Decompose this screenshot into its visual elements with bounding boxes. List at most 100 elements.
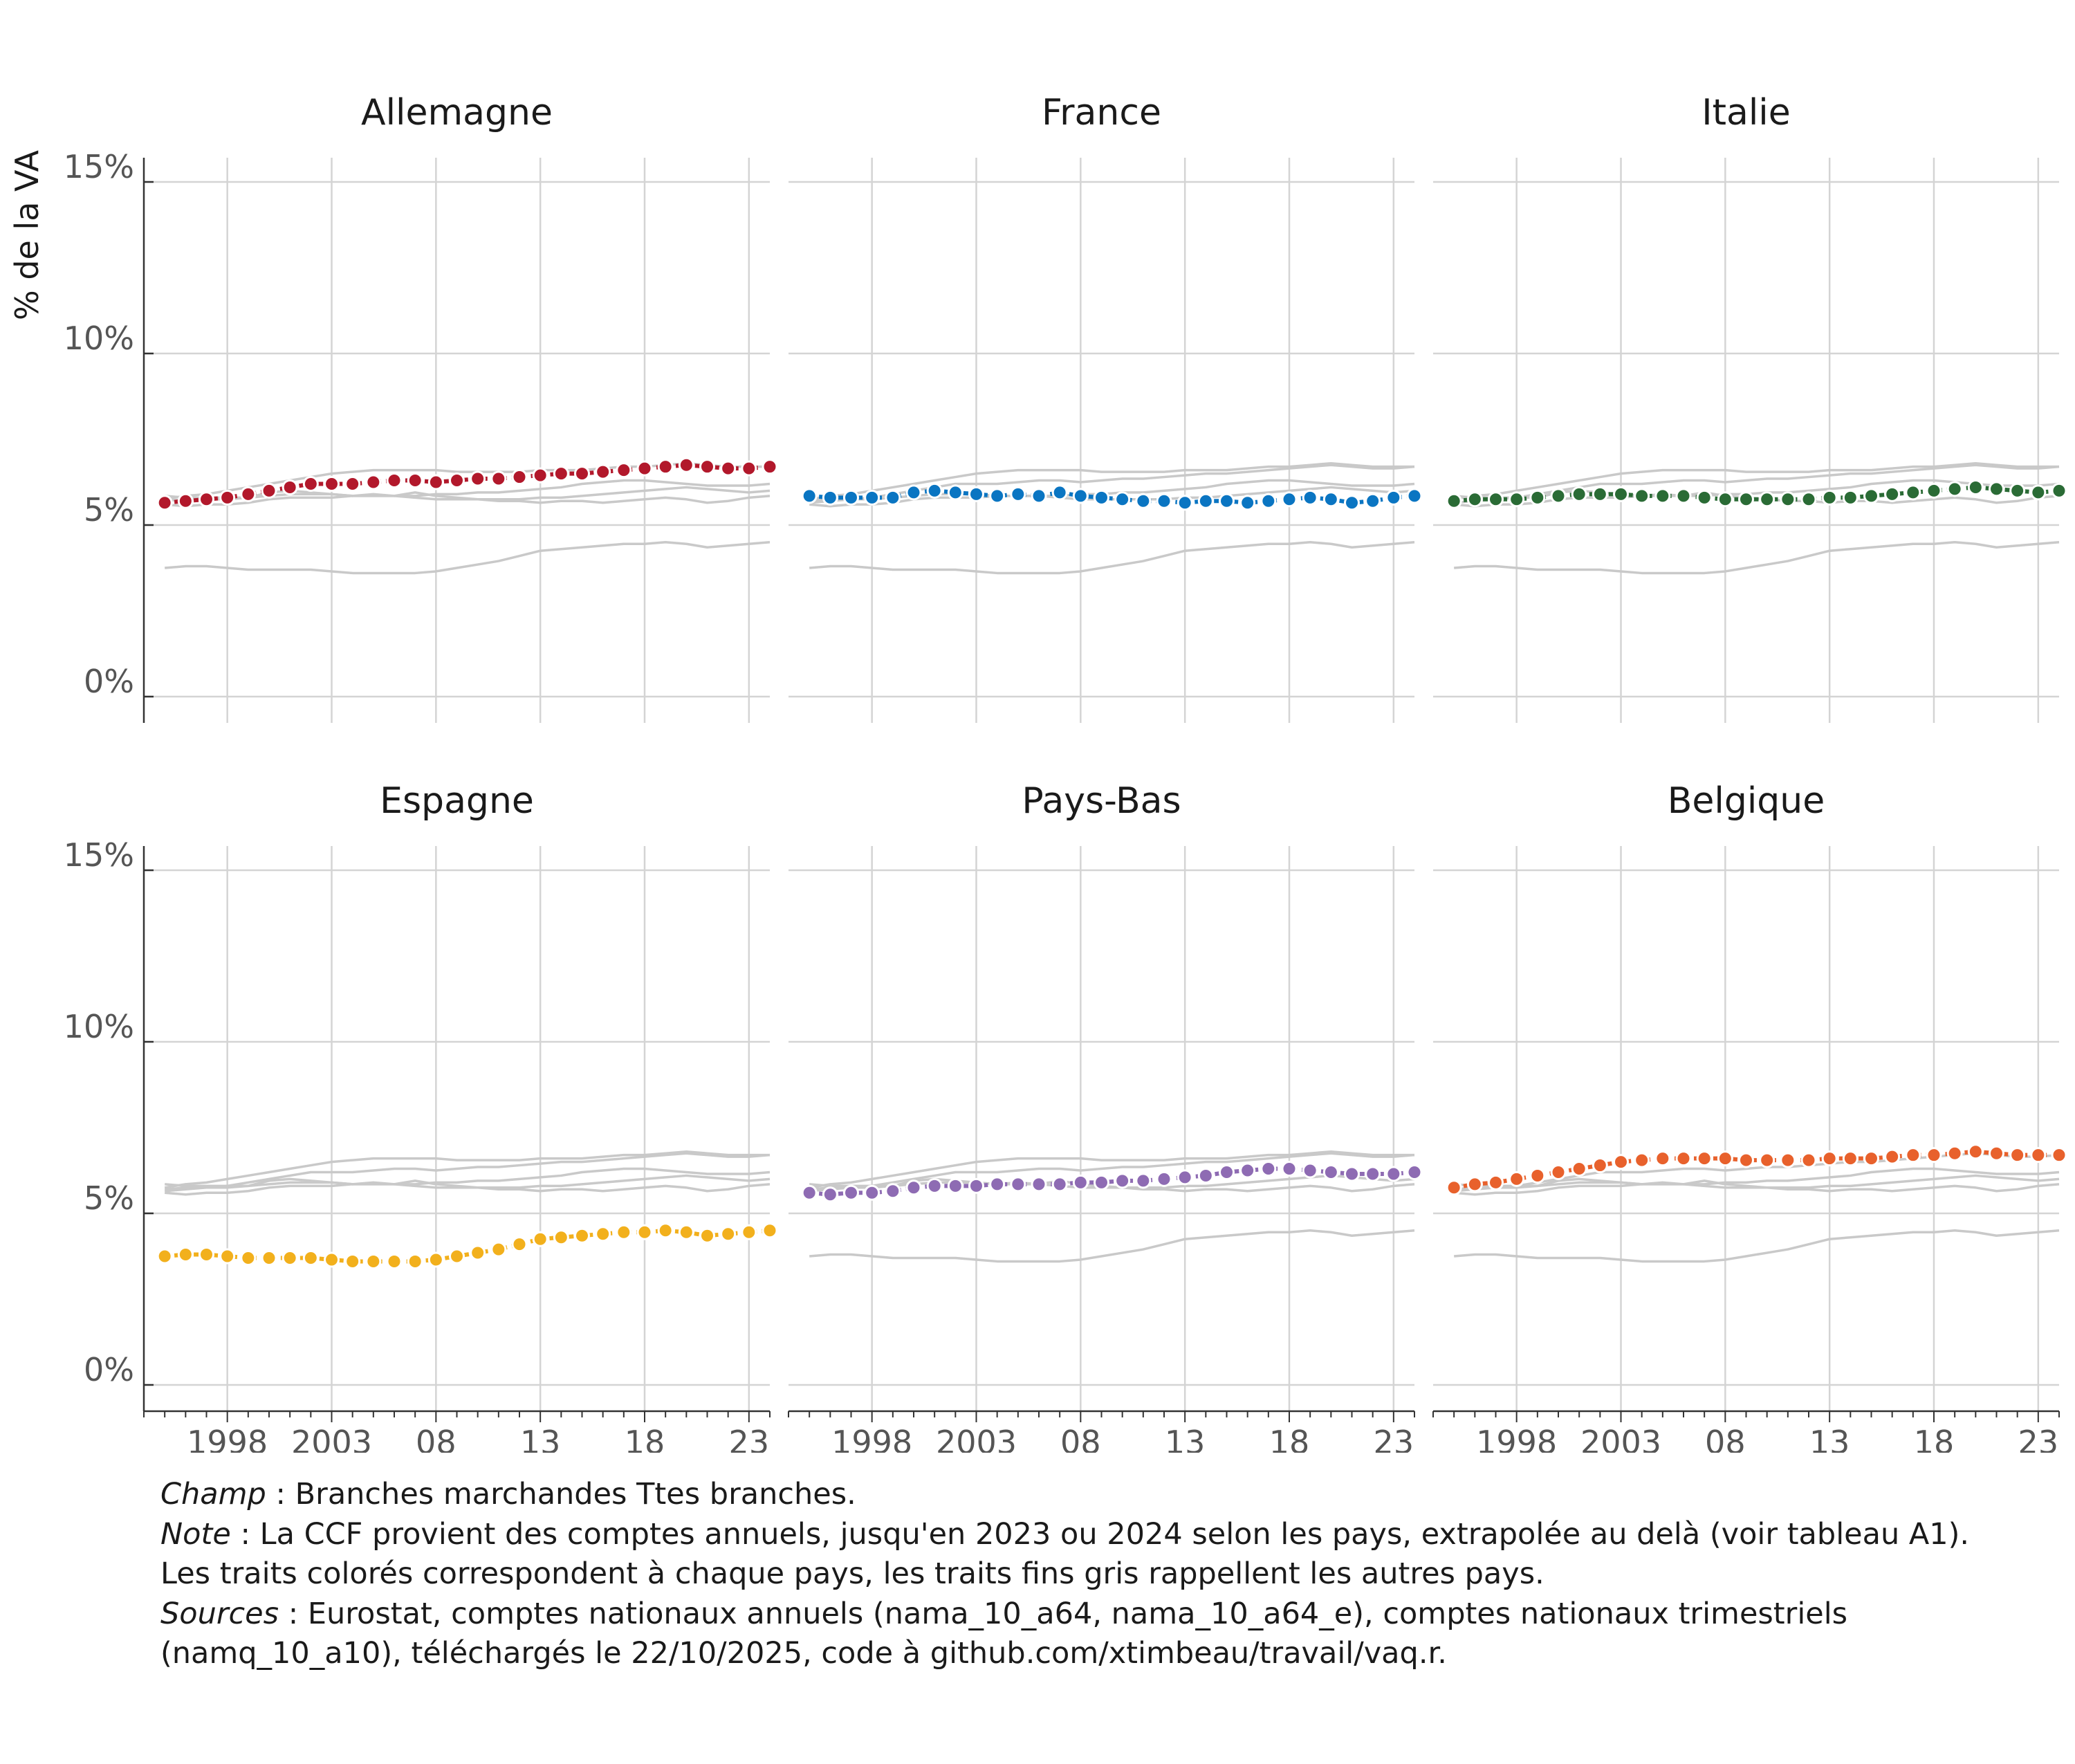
y-tick-label: 0% [84, 663, 134, 700]
data-point [1051, 1176, 1068, 1193]
data-point [1654, 1150, 1671, 1167]
data-point [177, 493, 194, 509]
data-point [1884, 486, 1901, 502]
data-point [1135, 1173, 1152, 1189]
data-point [490, 1241, 507, 1258]
reference-line-espagne [809, 1229, 1415, 1263]
data-point [699, 459, 715, 475]
x-tick-label: 18 [625, 1424, 665, 1453]
data-point [1946, 1145, 1963, 1161]
data-point [1219, 1164, 1235, 1180]
data-point [947, 484, 963, 501]
data-point [1634, 1152, 1650, 1168]
data-point [449, 1248, 465, 1265]
data-point [324, 1251, 340, 1268]
data-point [1759, 491, 1776, 508]
data-point [1967, 479, 1984, 495]
data-point [1114, 1173, 1131, 1189]
reference-line-espagne [165, 541, 771, 575]
data-point [595, 1226, 611, 1242]
x-tick-label: 23 [729, 1424, 770, 1453]
data-point [1322, 1164, 1339, 1180]
data-point [1010, 486, 1026, 502]
data-point [1260, 493, 1277, 509]
sources-note: Sources : Eurostat, comptes nationaux an… [160, 1595, 2028, 1674]
data-point [2009, 1147, 2026, 1164]
reference-line-belgique [1453, 461, 2059, 501]
data-point [989, 1176, 1006, 1193]
x-tick-label: 13 [1165, 1424, 1206, 1453]
data-point [1406, 1164, 1423, 1180]
data-point [1842, 1150, 1859, 1167]
note-note: Note : La CCF provient des comptes annue… [160, 1515, 2028, 1595]
data-point [657, 1222, 674, 1239]
data-point [1239, 495, 1256, 511]
data-point [657, 459, 674, 475]
facet-title: Allemagne [361, 92, 553, 134]
data-point [240, 486, 257, 502]
data-point [261, 1249, 277, 1266]
data-point [386, 1253, 403, 1269]
data-point [1863, 488, 1879, 504]
facet-title: Belgique [1668, 780, 1825, 822]
x-tick-label: 08 [1705, 1424, 1746, 1453]
data-point [470, 470, 486, 487]
data-point [1094, 489, 1109, 506]
data-point [1780, 1152, 1796, 1168]
data-point [885, 1183, 901, 1200]
data-point [1592, 1157, 1608, 1174]
data-point [1529, 1167, 1546, 1184]
data-point [926, 482, 943, 499]
data-point [678, 1224, 694, 1240]
data-point [822, 489, 838, 506]
data-point [344, 475, 361, 492]
data-point [1239, 1162, 1256, 1179]
data-point [1302, 1162, 1318, 1179]
data-point [427, 1251, 444, 1268]
data-point [1863, 1150, 1879, 1167]
data-point [1114, 491, 1131, 508]
data-point [427, 474, 444, 490]
data-point [595, 463, 611, 480]
data-point [1446, 493, 1462, 509]
data-point [864, 1184, 880, 1201]
data-point [302, 1249, 319, 1266]
data-point [762, 459, 778, 475]
data-point [407, 472, 423, 489]
reference-line-belgique [809, 461, 1414, 501]
facet-pays-bas: Pays-Bas 1998 2003 08 13 18 23 [788, 780, 1423, 1453]
data-point [365, 474, 382, 490]
data-point [1675, 1150, 1692, 1167]
data-point [1989, 1145, 2004, 1161]
champ-note: Champ : Branches marchandes Ttes branche… [160, 1475, 2028, 1515]
data-point [1821, 1150, 1838, 1167]
data-point [1509, 1170, 1525, 1187]
data-point [926, 1177, 943, 1194]
data-point [1634, 488, 1650, 504]
y-tick-label: 15% [64, 836, 134, 874]
data-point [1488, 1174, 1504, 1191]
data-point [470, 1244, 486, 1261]
facet-title: Espagne [380, 780, 534, 822]
x-tick-label: 13 [520, 1424, 561, 1453]
data-point [1365, 1166, 1381, 1182]
data-point [1385, 1166, 1402, 1182]
data-point [1406, 488, 1423, 504]
sources-label: Sources [160, 1596, 279, 1631]
data-point [1197, 1167, 1214, 1184]
data-point [1884, 1148, 1901, 1165]
x-tick-label: 2003 [1580, 1424, 1661, 1453]
x-tick-label: 1998 [187, 1424, 268, 1453]
data-point [2009, 482, 2026, 499]
data-point [1696, 489, 1713, 506]
data-point [801, 488, 818, 504]
data-point [822, 1186, 838, 1203]
data-point [365, 1253, 382, 1269]
x-tick-label: 1998 [1476, 1424, 1557, 1453]
data-point [1344, 1166, 1360, 1182]
data-point [1281, 491, 1298, 508]
data-point [720, 1226, 737, 1242]
reference-line-allemagne [809, 1152, 1415, 1193]
data-point [843, 1184, 859, 1201]
x-tick-label: 23 [1374, 1424, 1414, 1453]
